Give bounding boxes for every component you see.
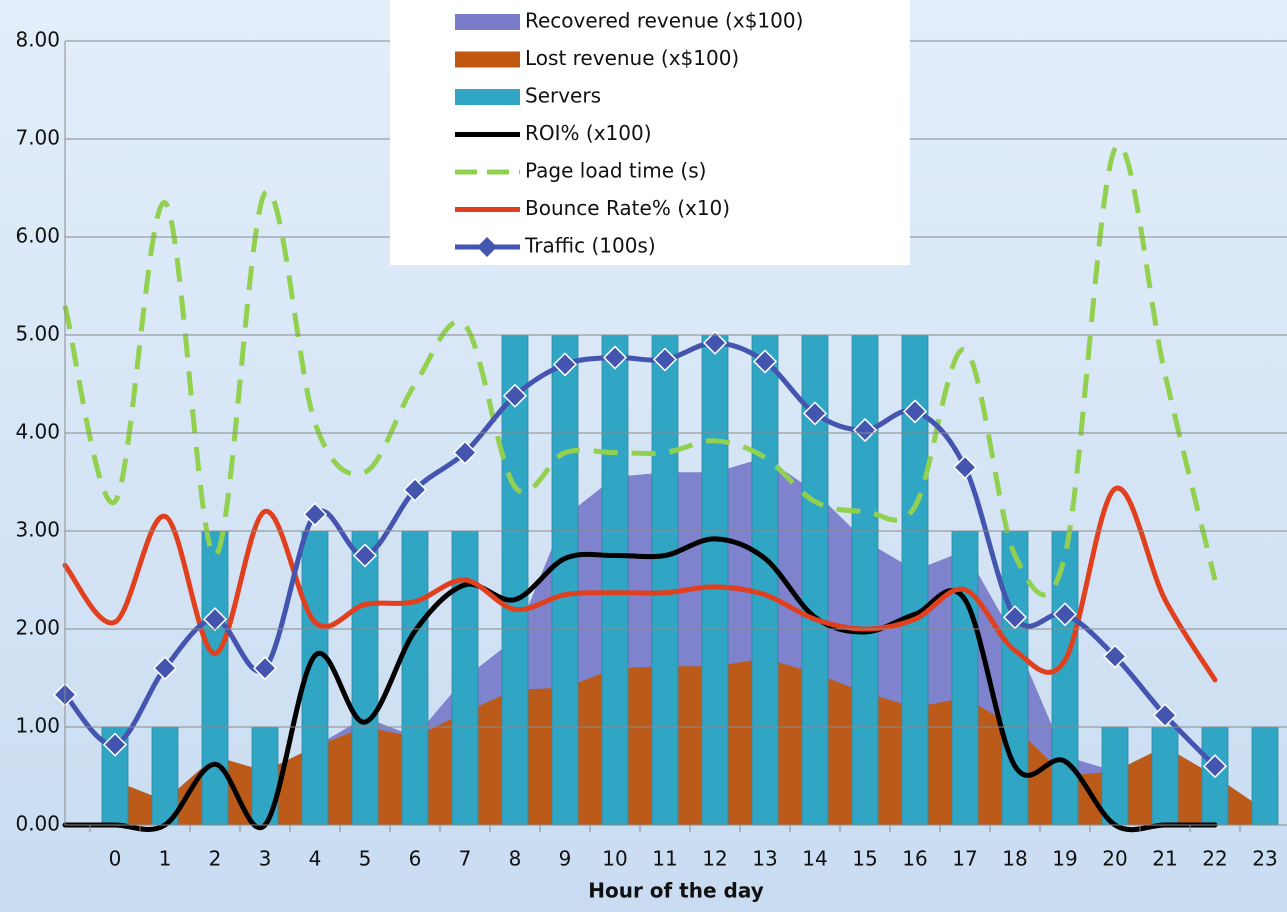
legend-label: Page load time (s): [525, 159, 706, 183]
x-tick-label: 7: [459, 847, 472, 871]
y-tick-label: 1.00: [15, 714, 60, 738]
marker: [702, 330, 728, 355]
x-tick-label: 2: [209, 847, 222, 871]
bar: [1051, 530, 1079, 826]
x-tick-label: 15: [852, 847, 877, 871]
x-tick-label: 21: [1152, 847, 1177, 871]
marker: [202, 607, 228, 632]
x-tick-label: 5: [359, 847, 372, 871]
marker: [752, 349, 778, 374]
bar: [751, 334, 779, 826]
x-tick-label: 6: [409, 847, 422, 871]
x-tick-label: 3: [259, 847, 272, 871]
marker: [1052, 602, 1078, 627]
x-tick-label: 12: [702, 847, 727, 871]
marker: [352, 543, 378, 568]
y-tick-label: 6.00: [15, 224, 60, 248]
line: [62, 536, 1218, 833]
marker: [1102, 644, 1128, 669]
legend-marker: [477, 237, 497, 257]
marker: [1002, 605, 1028, 630]
x-tick-label: 11: [652, 847, 677, 871]
y-tick-label: 7.00: [15, 126, 60, 150]
marker: [452, 440, 478, 465]
x-tick-label: 22: [1202, 847, 1227, 871]
x-tick-label: 17: [952, 847, 977, 871]
bar: [401, 530, 429, 826]
x-tick-label: 16: [902, 847, 927, 871]
marker: [802, 401, 828, 426]
x-tick-label: 0: [109, 847, 122, 871]
y-tick-label: 3.00: [15, 518, 60, 542]
bar: [1251, 726, 1279, 826]
bar: [651, 334, 679, 826]
x-tick-label: 9: [559, 847, 572, 871]
marker: [652, 347, 678, 372]
x-tick-label: 19: [1052, 847, 1077, 871]
legend-label: Recovered revenue (x$100): [525, 9, 803, 33]
bar: [851, 334, 879, 826]
bar: [551, 334, 579, 826]
bar: [1101, 726, 1129, 826]
y-tick-label: 4.00: [15, 420, 60, 444]
bar: [951, 530, 979, 826]
bar: [1151, 726, 1179, 826]
marker: [402, 477, 428, 502]
marker: [952, 455, 978, 480]
marker: [302, 502, 328, 527]
y-tick-label: 0.00: [15, 812, 60, 836]
bar: [201, 530, 229, 826]
legend-label: ROI% (x100): [525, 121, 652, 145]
marker: [102, 732, 128, 757]
x-tick-label: 8: [509, 847, 522, 871]
plot-area: [52, 143, 1279, 833]
marker: [1202, 754, 1228, 779]
bar: [151, 726, 179, 826]
marker: [602, 345, 628, 370]
x-tick-label: 4: [309, 847, 322, 871]
legend-label: Bounce Rate% (x10): [525, 196, 730, 220]
marker: [902, 399, 928, 424]
marker: [502, 383, 528, 408]
bar: [501, 334, 529, 826]
legend-swatch: [455, 89, 520, 105]
bar: [601, 334, 629, 826]
y-tick-label: 5.00: [15, 322, 60, 346]
marker: [252, 656, 278, 681]
x-tick-label: 13: [752, 847, 777, 871]
marker: [152, 656, 178, 681]
y-tick-label: 2.00: [15, 616, 60, 640]
y-tick-label: 8.00: [15, 28, 60, 52]
bar: [701, 334, 729, 826]
bar: [1001, 530, 1029, 826]
x-tick-label: 14: [802, 847, 827, 871]
legend-label: Traffic (100s): [524, 234, 656, 258]
legend-swatch: [455, 14, 520, 30]
legend-swatch: [455, 51, 520, 68]
x-tick-label: 1: [159, 847, 172, 871]
x-tick-label: 20: [1102, 847, 1127, 871]
bar: [451, 530, 479, 826]
marker: [852, 417, 878, 443]
bar: [351, 530, 379, 826]
x-axis-title: Hour of the day: [588, 879, 764, 903]
legend-label: Servers: [525, 84, 601, 108]
x-tick-label: 23: [1252, 847, 1277, 871]
marker: [1152, 703, 1178, 728]
marker: [552, 352, 578, 377]
line: [62, 143, 1218, 598]
line: [62, 485, 1218, 683]
legend-label: Lost revenue (x$100): [525, 46, 739, 70]
x-tick-label: 10: [602, 847, 627, 871]
x-tick-label: 18: [1002, 847, 1027, 871]
